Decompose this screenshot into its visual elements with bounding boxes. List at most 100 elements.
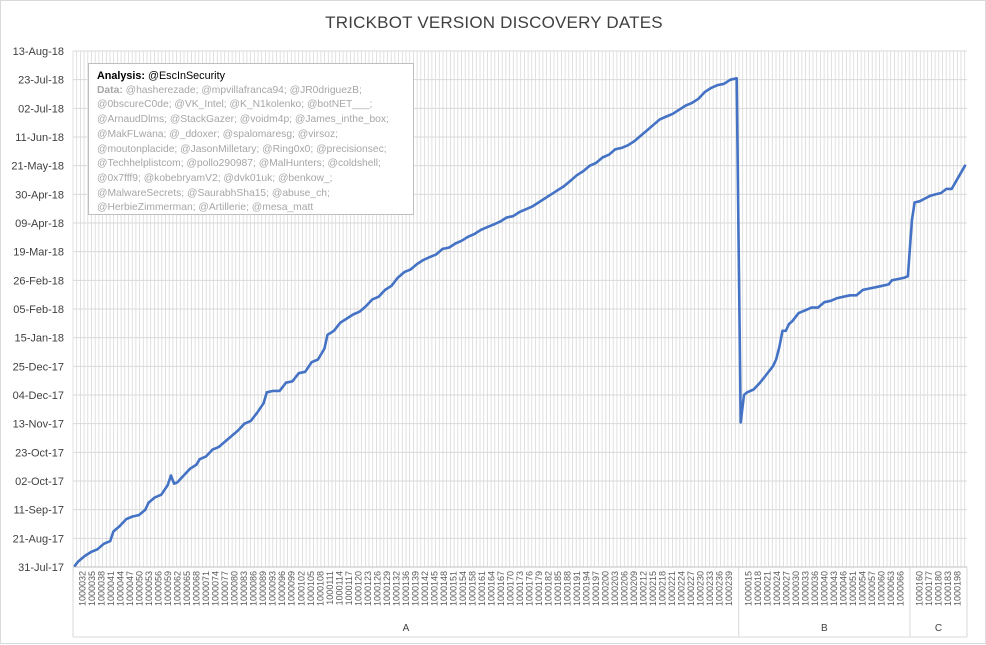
x-axis: 1000032 1000035 1000038 1000041 1000044 10000… [72,566,968,638]
x-tick-label: 1000077 [220,571,230,606]
x-tick-label: 1000164 [487,571,497,606]
data-point [804,309,806,311]
x-tick-label: 1000126 [372,571,382,606]
x-tick-label: 1000142 [420,571,430,606]
data-point [183,474,185,477]
data-point [77,560,79,563]
data-point [250,420,252,422]
data-point [723,83,725,85]
x-tick-label: 1000108 [315,571,325,606]
data-point [951,188,953,190]
x-tick-label: 1000043 [829,571,839,606]
analysis-label: Analysis: [97,70,146,82]
group-label: B [821,623,828,634]
x-tick-label: 1000089 [258,571,268,606]
data-point [830,300,832,302]
data-point [914,201,916,204]
data-point [964,165,966,167]
data-point [907,275,909,277]
x-tick-label: 1000197 [591,571,601,606]
data-point [378,296,380,298]
x-tick-label: 1000066 [895,571,905,606]
data-point [550,193,552,195]
data-point [685,105,687,107]
y-tick-label: 15-Jan-18 [14,333,64,345]
data-point [743,394,745,396]
series-line [73,77,967,567]
data-point [189,468,191,470]
data-point [633,140,636,142]
data-point [352,313,354,316]
x-tick-label: 1000203 [610,571,620,606]
x-tick-label: 1000054 [857,571,867,606]
analysis-value: @EscInSecurity [148,70,225,82]
data-point [173,483,175,485]
x-tick-label: 1000035 [87,571,97,606]
x-tick-label: 1000206 [620,571,630,606]
x-tick-label: 1000050 [135,571,145,606]
x-tick-label: 1000018 [753,571,763,606]
x-tick-label: 1000053 [144,571,154,606]
y-tick-label: 23-Oct-17 [15,447,64,459]
y-tick-label: 11-Sep-17 [13,505,64,517]
data-point [170,474,172,477]
y-tick-label: 11-Jun-18 [15,132,64,144]
data-point [147,502,150,504]
data-point [778,346,780,348]
data-point [817,307,819,309]
chart-title: TRICKBOT VERSION DISCOVERY DATES [325,13,663,32]
data-point [231,435,233,437]
data-point [333,330,335,332]
data-point [154,496,156,498]
data-point [176,481,178,483]
x-tick-label: 1000224 [677,571,687,606]
data-point [855,294,858,296]
x-tick-label: 1000102 [296,571,306,606]
data-point [868,287,871,290]
data-point [569,180,572,182]
data-point [627,144,629,146]
x-tick-label: 1000060 [876,571,886,606]
data-point [595,162,597,164]
data-point [836,297,838,299]
y-tick-label: 02-Oct-17 [15,476,64,488]
x-tick-label: 1000185 [553,571,563,606]
data-point [454,242,456,245]
data-point [653,124,655,126]
data-point [358,311,361,313]
data-point [480,229,482,231]
data-point [904,277,906,279]
x-tick-label: 1000191 [572,571,582,606]
x-tick-label: 1000239 [724,571,734,606]
x-tick-label: 1000167 [496,571,506,606]
data-point [614,148,616,150]
data-point [608,154,610,156]
x-tick-label: 1000161 [477,571,487,606]
data-point [646,129,648,131]
x-tick-label: 1000218 [658,571,668,606]
data-point [461,240,463,242]
data-point [736,77,738,79]
x-tick-label: 1000198 [953,571,963,606]
y-tick-label: 02-Jul-18 [18,103,64,115]
data-point [416,263,418,265]
x-tick-label: 1000040 [819,571,829,606]
data-point [823,301,825,303]
x-tick-label: 1000027 [781,571,791,606]
x-tick-label: 1000056 [154,571,164,606]
y-tick-label: 13-Aug-18 [13,46,64,58]
data-point [96,548,98,550]
y-tick-label: 09-Apr-18 [15,218,64,230]
data-point [160,494,162,496]
data-point [788,323,790,325]
x-tick-label: 1000154 [458,571,468,606]
data-credits: Data: @hasherezade; @mpvillafranca94; @J… [97,84,407,216]
data-point [493,223,495,225]
x-tick-label: 1000145 [429,571,439,606]
data-point [84,555,86,557]
data-point [881,285,883,287]
y-tick-label: 05-Feb-18 [13,304,64,316]
x-tick-label: 1000074 [211,571,221,606]
data-point [323,348,325,350]
data-point [390,285,393,287]
